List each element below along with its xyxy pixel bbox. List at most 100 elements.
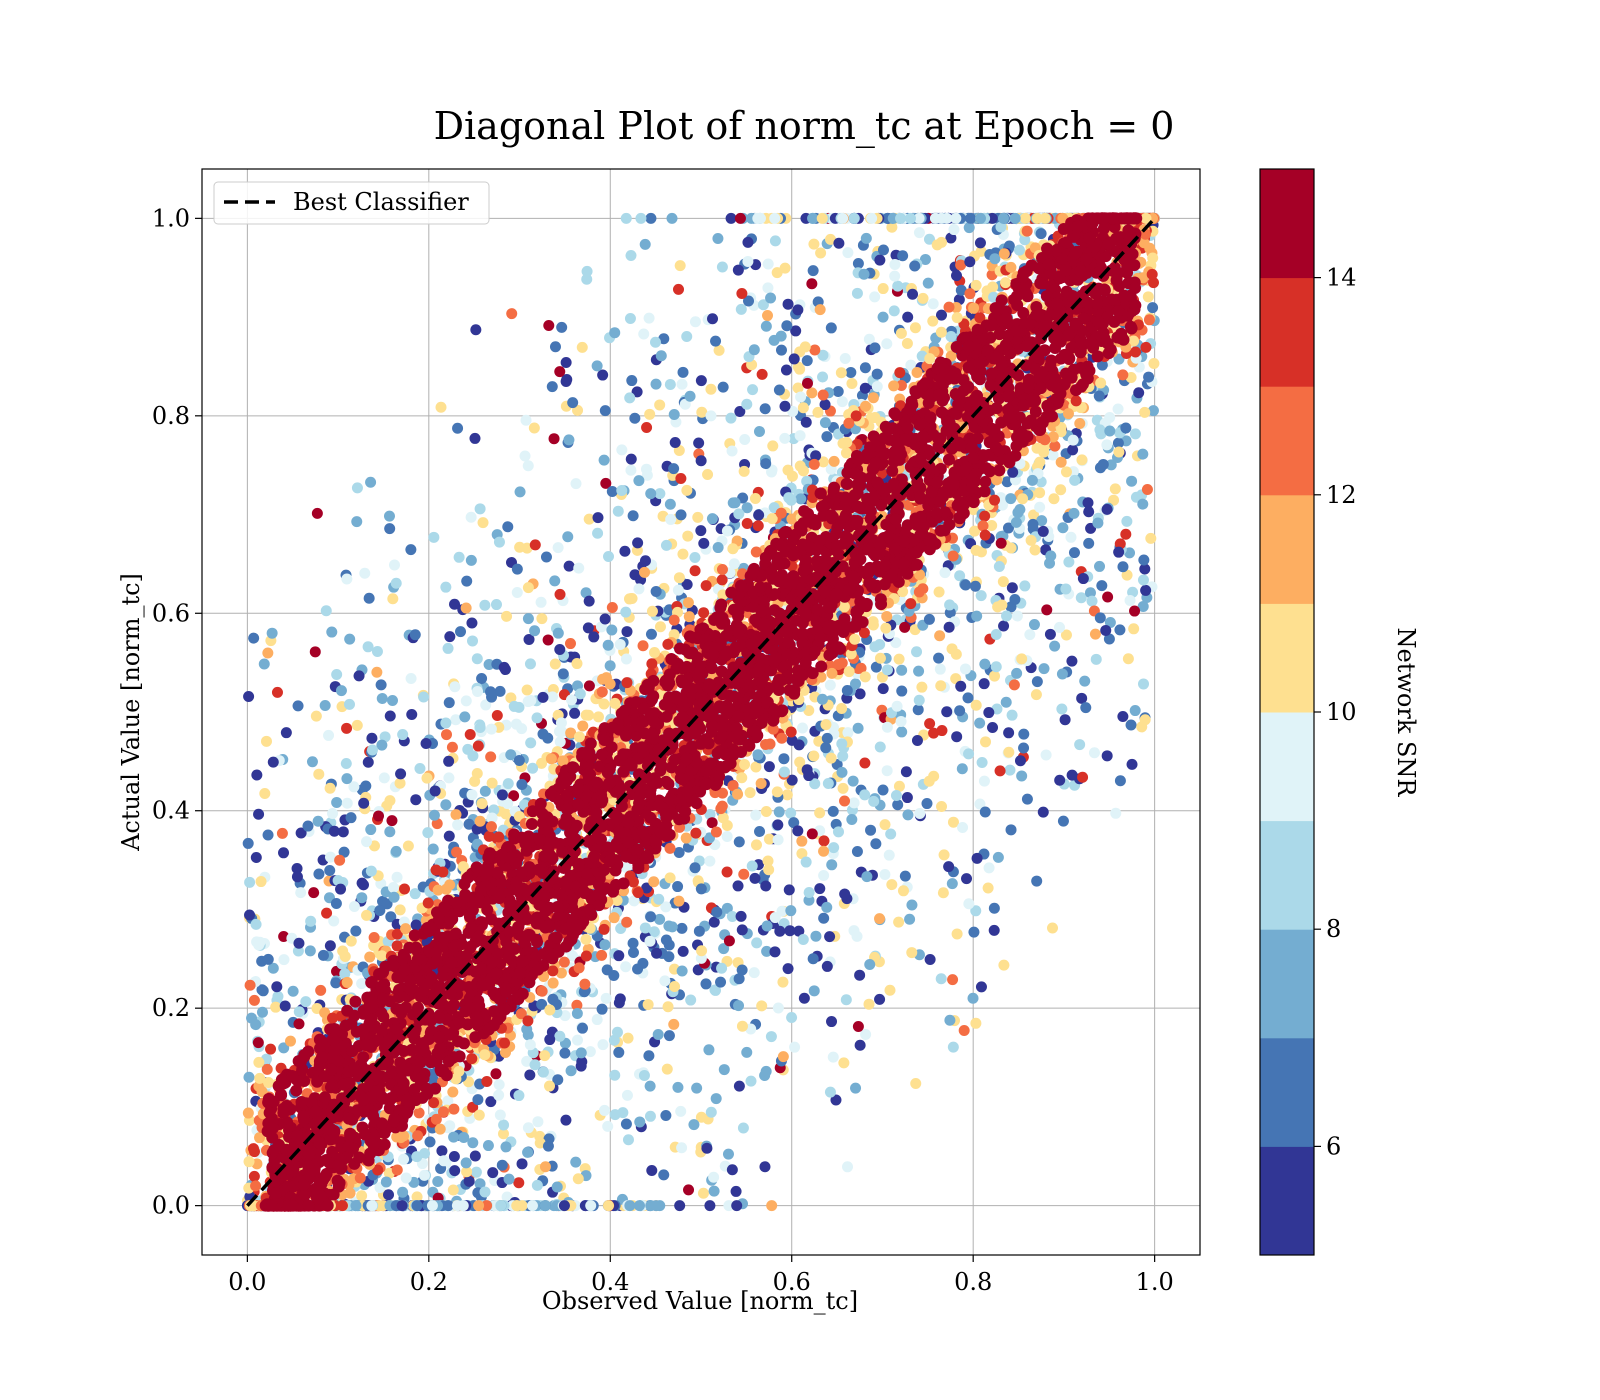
scatter-point [725,212,737,224]
scatter-point [715,976,727,988]
scatter-point [308,887,320,899]
scatter-point [881,664,893,676]
scatter-point [457,1200,469,1212]
scatter-point [783,492,795,504]
scatter-point [554,644,566,656]
scatter-point [963,898,975,910]
scatter-point [582,622,594,634]
scatter-point [943,861,955,873]
scatter-point [366,732,378,744]
scatter-point [1019,212,1031,224]
scatter-point [420,737,432,749]
scatter-point [814,883,826,895]
scatter-point [362,641,374,653]
scatter-point [463,1175,475,1187]
scatter-point [859,789,871,801]
scatter-point [302,820,314,832]
scatter-point [884,984,896,996]
scatter-point [974,237,986,249]
scatter-point [739,433,751,445]
scatter-point [698,607,710,619]
scatter-point [476,798,488,810]
scatter-point [1000,696,1012,708]
scatter-point [698,537,710,549]
scatter-point [741,398,753,410]
scatter-point [1125,719,1137,731]
scatter-point [754,825,766,837]
scatter-point [772,819,784,831]
scatter-point [606,601,618,613]
scatter-point [447,1184,459,1196]
scatter-point [291,871,303,883]
scatter-point [443,755,455,767]
scatter-point [795,391,807,403]
scatter-point [528,422,540,434]
scatter-point [599,613,611,625]
scatter-point [839,888,851,900]
scatter-point [963,748,975,760]
scatter-point [248,994,260,1006]
scatter-point [543,320,555,332]
scatter-point [540,551,552,563]
scatter-point [676,378,688,390]
scatter-point [560,357,572,369]
scatter-point [1101,750,1113,762]
scatter-point [529,1059,541,1071]
scatter-point [913,665,925,677]
scatter-point [1113,546,1125,558]
scatter-point [271,981,283,993]
scatter-point [668,409,680,421]
scatter-point [695,525,707,537]
scatter-point [803,770,815,782]
scatter-point [794,363,806,375]
scatter-point [775,344,787,356]
scatter-point [828,842,840,854]
scatter-point [675,1105,687,1117]
scatter-point [374,904,386,916]
scatter-point [803,894,815,906]
scatter-point [516,723,528,735]
scatter-point [1124,595,1136,607]
scatter-point [810,930,822,942]
scatter-point [292,700,304,712]
scatter-point [285,1035,297,1047]
scatter-point [896,664,908,676]
scatter-point [461,575,473,587]
scatter-point [622,1134,634,1146]
scatter-point [569,707,581,719]
scatter-point [682,530,694,542]
scatter-point [869,342,881,354]
scatter-point [996,599,1008,611]
scatter-point [728,558,740,570]
scatter-point [820,742,832,754]
scatter-point [291,862,303,874]
scatter-point [970,1017,982,1029]
scatter-point [1048,493,1060,505]
scatter-point [1112,403,1124,415]
scatter-point [560,376,572,388]
scatter-point [643,1050,655,1062]
scatter-point [397,1186,409,1198]
scatter-point [526,1200,538,1212]
scatter-point [465,511,477,523]
scatter-point [706,513,718,525]
scatter-point [436,1145,448,1157]
scatter-point [620,961,632,973]
scatter-point [762,282,774,294]
scatter-point [1017,493,1029,505]
scatter-point [753,509,765,521]
scatter-point [891,700,903,712]
scatter-point [1139,406,1151,418]
scatter-point [865,824,877,836]
scatter-point [448,1131,460,1143]
scatter-point [365,865,377,877]
scatter-point [752,212,764,224]
scatter-point [852,1020,864,1032]
scatter-point [854,969,866,981]
scatter-point [816,212,828,224]
scatter-point [741,518,753,530]
scatter-point [979,658,991,670]
scatter-point [1117,561,1129,573]
scatter-point [463,818,475,830]
scatter-point [397,729,409,741]
